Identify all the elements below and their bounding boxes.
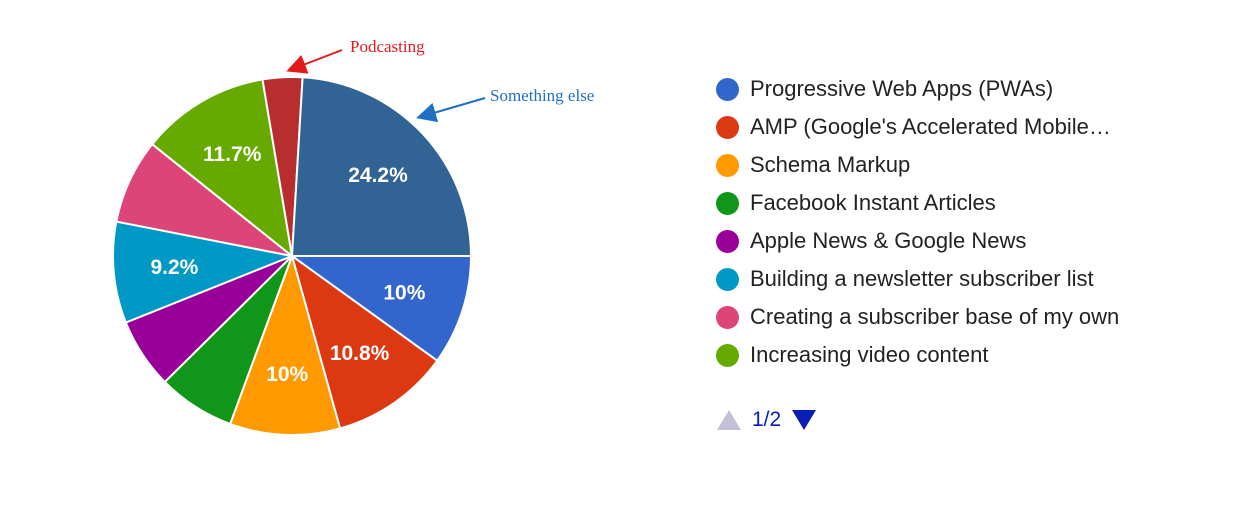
legend-item-apple-google-news[interactable]: Apple News & Google News (716, 222, 1119, 260)
slice-label-building-a-newsletter-subscriber-list: 9.2% (150, 256, 198, 279)
legend-label: Creating a subscriber base of my own (750, 304, 1120, 329)
legend-label: Schema Markup (750, 152, 911, 177)
something-else-arrow (416, 97, 486, 123)
slice-label-increasing-video-content: 11.7% (203, 143, 262, 166)
podcasting-arrow (286, 49, 343, 74)
legend-swatch (716, 267, 739, 291)
legend-pager: 1/2 (716, 408, 817, 432)
legend-swatch (716, 229, 739, 253)
legend-label: AMP (Google's Accelerated Mobile… (750, 114, 1111, 139)
legend-label: Facebook Instant Articles (750, 190, 996, 215)
legend-item-pwas[interactable]: Progressive Web Apps (PWAs) (716, 70, 1119, 108)
slice-label-progressive-web-apps-pwas: 10% (383, 281, 425, 304)
legend-swatch (716, 191, 739, 215)
legend-label: Building a newsletter subscriber list (750, 266, 1094, 291)
legend-item-schema-markup[interactable]: Schema Markup (716, 146, 1119, 184)
legend-item-amp[interactable]: AMP (Google's Accelerated Mobile… (716, 108, 1119, 146)
pie-slice-something-else[interactable] (290, 76, 473, 257)
pie-slice-progressive-web-apps-pwas[interactable] (288, 255, 473, 363)
legend-label: Apple News & Google News (750, 228, 1027, 253)
something-else-annotation: Something else (490, 86, 594, 105)
legend-label: Increasing video content (750, 342, 989, 367)
legend-swatch (716, 115, 739, 139)
page-indicator: 1/2 (752, 408, 782, 431)
legend: Progressive Web Apps (PWAs) AMP (Google'… (716, 70, 1119, 374)
legend-swatch (716, 305, 739, 329)
legend-item-newsletter-list[interactable]: Building a newsletter subscriber list (716, 260, 1119, 298)
podcasting-annotation: Podcasting (350, 37, 425, 56)
pie-slice-increasing-video-content[interactable] (150, 78, 294, 259)
pie-slice-schema-markup[interactable] (228, 252, 342, 436)
legend-item-facebook-instant-articles[interactable]: Facebook Instant Articles (716, 184, 1119, 222)
legend-item-subscriber-base[interactable]: Creating a subscriber base of my own (716, 298, 1119, 336)
legend-item-video-content[interactable]: Increasing video content (716, 336, 1119, 374)
slice-label-something-else: 24.2% (348, 164, 408, 187)
pie-slice-building-a-newsletter-subscriber-list[interactable] (112, 220, 296, 324)
slice-label-amp-google-s-accelerated-mobile: 10.8% (330, 342, 390, 365)
legend-label: Progressive Web Apps (PWAs) (750, 76, 1054, 101)
legend-swatch (716, 153, 739, 177)
previous-page-icon[interactable] (716, 408, 742, 432)
legend-swatch (716, 77, 739, 101)
next-page-icon[interactable] (791, 408, 817, 432)
legend-swatch (716, 343, 739, 367)
slice-label-schema-markup: 10% (266, 363, 308, 386)
